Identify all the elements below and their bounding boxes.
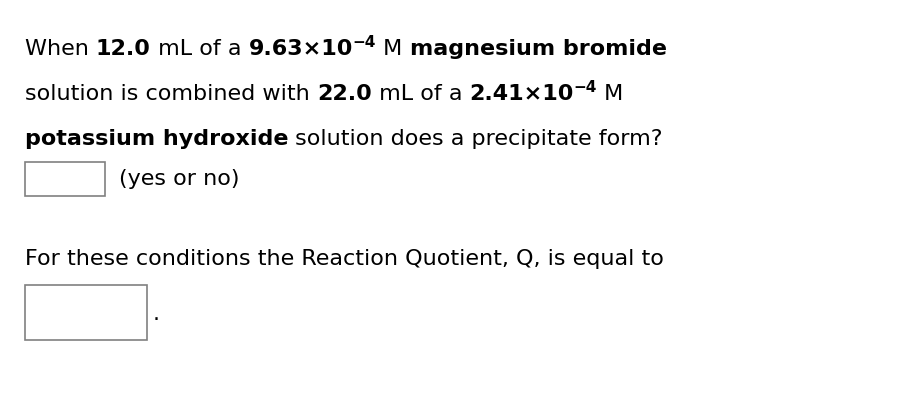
Text: (yes or no): (yes or no) [119,169,240,189]
Text: solution does a precipitate form?: solution does a precipitate form? [289,129,663,149]
Text: 2.41×10: 2.41×10 [469,84,574,104]
Text: solution is combined with: solution is combined with [25,84,317,104]
Text: mL of a: mL of a [151,39,249,59]
Text: −4: −4 [353,35,376,50]
Text: M: M [376,39,410,59]
Text: 9.63×10: 9.63×10 [249,39,353,59]
Text: mL of a: mL of a [371,84,469,104]
Bar [25,162,105,196]
Text: When: When [25,39,96,59]
Text: 22.0: 22.0 [317,84,371,104]
Text: M: M [597,84,623,104]
Text: .: . [153,304,160,324]
Text: potassium hydroxide: potassium hydroxide [25,129,289,149]
Text: For these conditions the Reaction Quotient, Q, is equal to: For these conditions the Reaction Quotie… [25,249,664,269]
Bar [25,285,147,340]
Text: magnesium bromide: magnesium bromide [410,39,666,59]
Text: 12.0: 12.0 [96,39,151,59]
Text: −4: −4 [574,80,597,95]
